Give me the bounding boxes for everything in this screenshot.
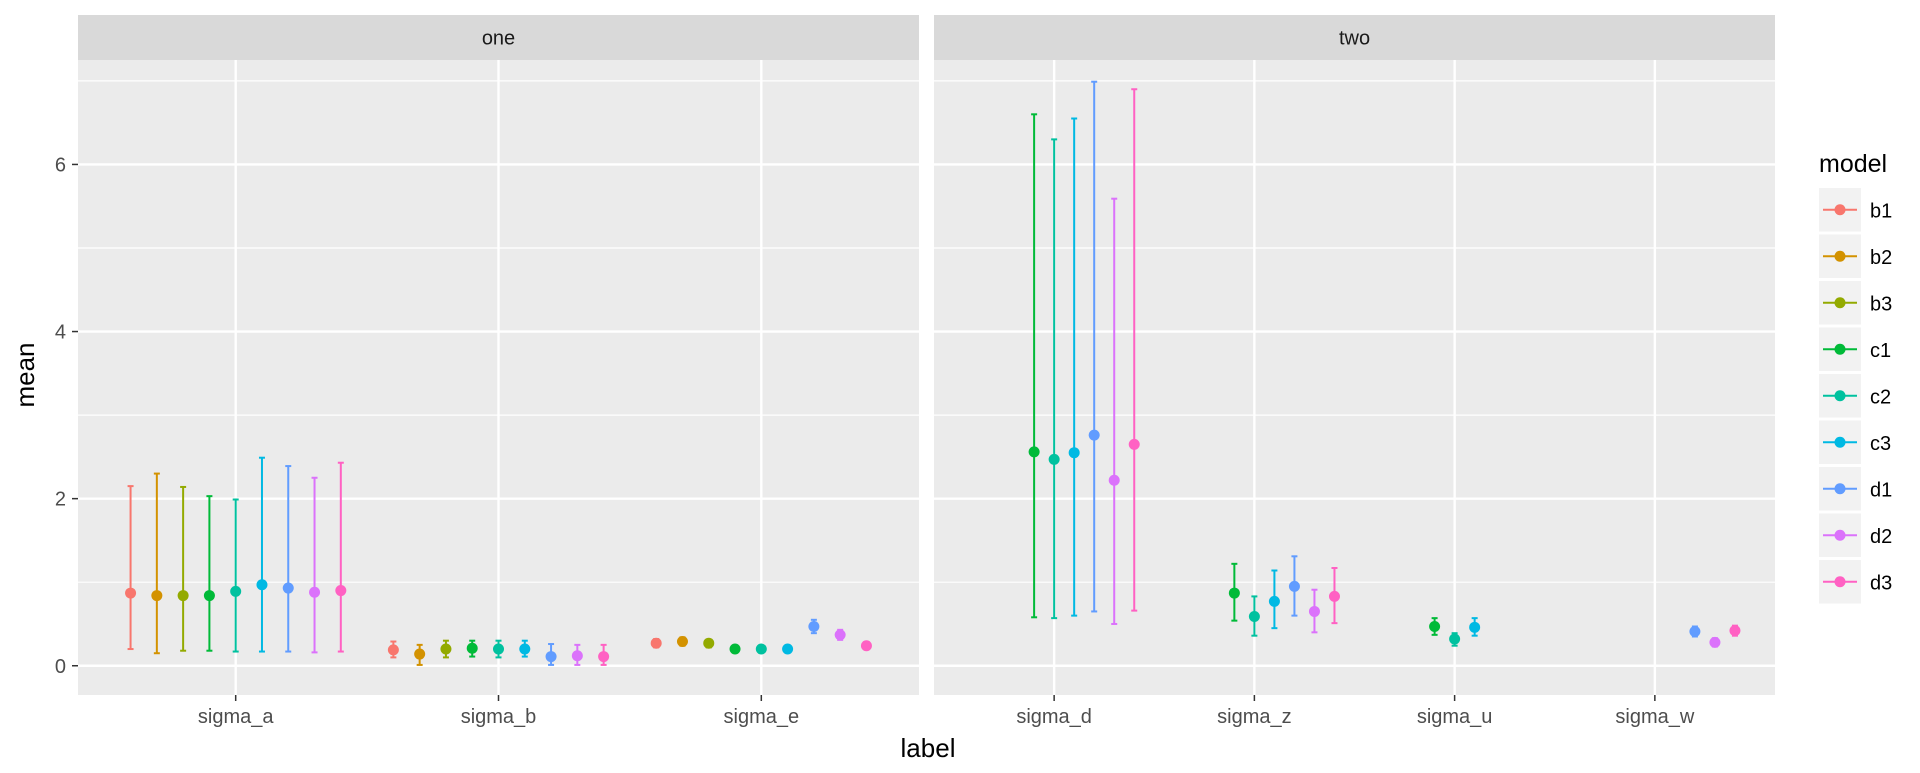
point-sigma_a-d3 (335, 585, 347, 597)
legend-label-d2: d2 (1870, 526, 1892, 548)
point-sigma_e-c3 (782, 643, 794, 655)
x-tick-label: sigma_a (198, 706, 274, 728)
x-tick-label: sigma_b (461, 706, 537, 728)
legend-label-b2: b2 (1870, 247, 1892, 269)
legend-label-c2: c2 (1870, 386, 1891, 408)
point-sigma_b-c3 (519, 643, 531, 655)
point-sigma_b-b2 (414, 648, 426, 660)
point-sigma_a-d1 (282, 582, 294, 594)
point-sigma_e-c1 (729, 643, 741, 655)
y-axis-title: mean (10, 342, 40, 407)
legend-point-b3 (1834, 297, 1846, 309)
point-sigma_b-d2 (571, 650, 583, 662)
legend-label-b1: b1 (1870, 200, 1892, 222)
x-tick-label: sigma_e (724, 706, 800, 728)
point-sigma_d-d1 (1088, 429, 1100, 441)
legend-point-c3 (1834, 436, 1846, 448)
point-sigma_a-c1 (203, 590, 215, 602)
x-tick-label: sigma_d (1016, 706, 1092, 728)
panel-background-two (934, 60, 1775, 695)
point-sigma_z-d3 (1328, 590, 1340, 602)
point-sigma_a-b1 (125, 587, 137, 599)
legend-point-b1 (1834, 204, 1846, 216)
facet-strip-label: two (1339, 28, 1370, 50)
legend-point-b2 (1834, 250, 1846, 262)
legend-point-c1 (1834, 343, 1846, 355)
point-sigma_b-d3 (598, 651, 610, 663)
point-sigma_z-d1 (1288, 580, 1300, 592)
point-sigma_d-c1 (1028, 446, 1040, 458)
point-sigma_b-b1 (387, 644, 399, 656)
y-tick-label: 0 (55, 656, 66, 678)
legend-point-d3 (1834, 576, 1846, 588)
point-sigma_e-d1 (808, 620, 820, 632)
legend-label-b3: b3 (1870, 293, 1892, 315)
point-sigma_d-d3 (1128, 438, 1140, 450)
point-sigma_u-c3 (1469, 621, 1481, 633)
facet-strip-two (934, 15, 1775, 60)
point-sigma_d-c2 (1048, 453, 1060, 465)
legend-label-d1: d1 (1870, 479, 1892, 501)
legend-label-c3: c3 (1870, 433, 1891, 455)
point-sigma_w-d2 (1709, 636, 1721, 648)
point-sigma_a-c2 (230, 585, 242, 597)
x-tick-label: sigma_u (1417, 706, 1493, 728)
point-sigma_e-d2 (834, 629, 846, 641)
point-sigma_b-d1 (545, 651, 557, 663)
y-tick-label: 2 (55, 489, 66, 511)
legend-label-c1: c1 (1870, 340, 1891, 362)
x-axis-title: label (901, 733, 956, 763)
point-sigma_z-c2 (1248, 610, 1260, 622)
legend-point-d2 (1834, 529, 1846, 541)
point-sigma_w-d3 (1729, 625, 1741, 637)
point-sigma_z-c1 (1228, 587, 1240, 599)
point-sigma_a-d2 (309, 586, 321, 598)
point-sigma_d-c3 (1068, 447, 1080, 459)
point-sigma_e-c2 (755, 643, 767, 655)
legend-point-c2 (1834, 390, 1846, 402)
y-tick-label: 4 (55, 322, 66, 344)
point-sigma_w-d1 (1689, 626, 1701, 637)
facet-strip-label: one (482, 28, 515, 50)
point-sigma_a-b2 (151, 590, 163, 602)
legend-point-d1 (1834, 483, 1846, 495)
point-sigma_u-c1 (1429, 620, 1441, 632)
point-sigma_a-c3 (256, 579, 268, 591)
point-sigma_e-b2 (676, 636, 688, 648)
point-sigma_e-d3 (860, 640, 872, 652)
point-sigma_z-d2 (1308, 605, 1320, 617)
legend-label-d3: d3 (1870, 572, 1892, 594)
y-tick-label: 6 (55, 154, 66, 176)
facet-strip-one (78, 15, 919, 60)
point-sigma_b-c1 (466, 642, 478, 654)
point-sigma_z-c3 (1268, 595, 1280, 607)
x-tick-label: sigma_w (1615, 706, 1694, 728)
point-sigma_u-c2 (1449, 633, 1461, 645)
point-sigma_a-b3 (177, 590, 189, 602)
legend-title: model (1819, 150, 1887, 178)
point-sigma_b-c2 (493, 643, 504, 655)
point-sigma_e-b1 (650, 637, 662, 649)
point-sigma_b-b3 (440, 643, 452, 655)
x-tick-label: sigma_z (1217, 706, 1291, 728)
point-sigma_d-d2 (1108, 474, 1120, 486)
point-sigma_e-b3 (703, 637, 715, 649)
